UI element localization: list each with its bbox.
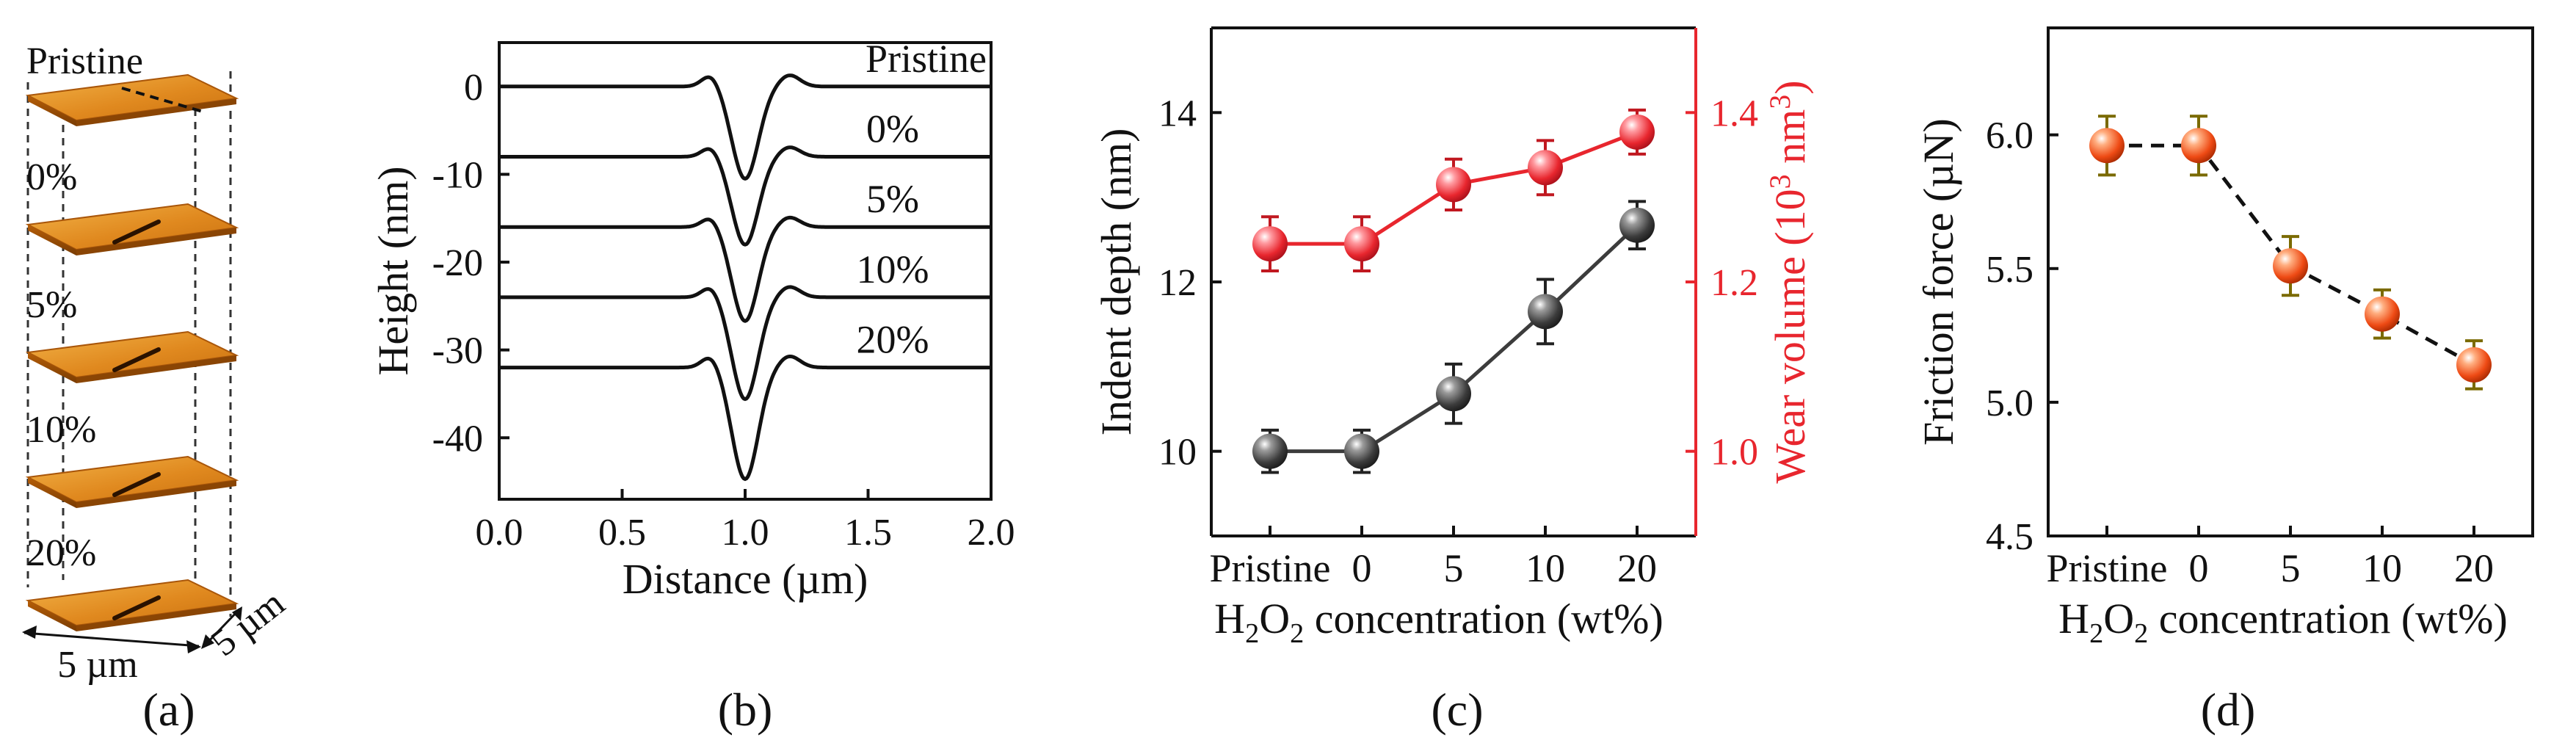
y-right-tick-label: 1.4	[1710, 93, 1758, 134]
afm-layer-label: 20%	[26, 532, 96, 574]
y-tick-label: 0	[464, 67, 483, 109]
x-axis-label: H2O2 concentration (wt%)	[2058, 595, 2508, 649]
friction-point	[2456, 347, 2492, 383]
afm-surface-edge	[28, 601, 76, 631]
x-tick-label: 20	[1617, 546, 1657, 590]
scale-bar-x	[23, 631, 200, 648]
afm-layer-label: 10%	[26, 409, 96, 451]
y-right-tick-label: 1.0	[1710, 432, 1758, 474]
y-right-axis-label: Wear volume (103 nm3)	[1763, 80, 1814, 483]
indent-depth-point	[1252, 433, 1288, 469]
series-label: Pristine	[866, 37, 987, 81]
x-tick-label: 20	[2454, 546, 2494, 590]
x-axis-label: H2O2 concentration (wt%)	[1214, 595, 1663, 649]
afm-layer-label: 0%	[26, 156, 77, 198]
indent-depth-point	[1344, 433, 1379, 469]
x-tick-label: 0.5	[598, 512, 646, 554]
y-tick-label: 5.0	[1986, 383, 2033, 424]
friction-point	[2273, 248, 2308, 284]
wear-groove	[112, 472, 161, 497]
y-tick-label: -20	[432, 242, 483, 284]
panel-d-friction-chart: Pristine 0 5 10 20 4.5 5.0 5.5 6.0 H2O2 concentra…	[1915, 26, 2534, 649]
afm-surface-edge	[76, 480, 236, 508]
profile-line-1	[499, 145, 991, 247]
y-tick-label: 4.5	[1986, 516, 2033, 558]
y-tick-label: 10	[1158, 432, 1197, 474]
wear-volume-point	[1528, 150, 1563, 186]
y-tick-label: 6.0	[1986, 115, 2033, 157]
wear-volume-point	[1344, 226, 1379, 262]
indent-depth-point	[1436, 376, 1471, 412]
y-tick-label: 5.5	[1986, 249, 2033, 291]
indent-depth-point	[1619, 207, 1655, 243]
y-tick-label: -40	[432, 418, 483, 460]
series-label: 0%	[866, 107, 919, 151]
y-tick-label: -30	[432, 330, 483, 372]
friction-point	[2181, 128, 2216, 164]
panel-c-indent-wear-chart: Pristine 0 5 10 20 10 12 14 1.0 1.2 1.4 H2O2 concen…	[1092, 26, 1814, 649]
x-tick-label: Pristine	[2046, 546, 2167, 590]
series-label: 10%	[857, 247, 929, 291]
afm-surface-edge	[76, 355, 236, 383]
scale-arrow	[201, 634, 214, 649]
afm-surface-edge	[76, 98, 236, 126]
afm-surface-edge	[28, 352, 76, 383]
wear-groove	[112, 220, 161, 244]
friction-point	[2089, 128, 2125, 164]
afm-surface-edge	[28, 477, 76, 508]
x-tick-label: 1.0	[722, 512, 769, 554]
x-tick-label: 0.0	[476, 512, 523, 554]
scale-label-x: 5 µm	[57, 644, 137, 686]
profile-line-4	[499, 355, 991, 482]
afm-surface-edge	[76, 228, 236, 255]
y-axis-label: Friction force (µN)	[1915, 118, 1962, 446]
scale-arrow	[186, 640, 201, 653]
x-tick-label: 2.0	[968, 512, 1015, 554]
panel-label-d: (d)	[2201, 684, 2256, 736]
wear-volume-point	[1436, 167, 1471, 203]
x-tick-label: 0	[2189, 546, 2209, 590]
scale-arrow	[232, 606, 242, 621]
afm-layer-label: 5%	[26, 284, 77, 326]
profile-line-0	[499, 73, 991, 181]
indent-depth-point	[1528, 294, 1563, 330]
wear-volume-point	[1619, 114, 1655, 150]
series-label: 5%	[866, 177, 919, 221]
y-tick-label: -10	[432, 154, 483, 196]
x-tick-label: 5	[2281, 546, 2301, 590]
wear-groove	[112, 347, 161, 372]
x-tick-label: Pristine	[1209, 546, 1330, 590]
x-tick-label: 10	[2362, 546, 2402, 590]
profile-line-3	[499, 285, 991, 402]
panel-b-height-profiles: 0.0 0.5 1.0 1.5 2.0 0 -10 -20 -30 -40 Distance (µm…	[369, 37, 1015, 603]
afm-surface-edge	[28, 95, 76, 126]
afm-layer-label: Pristine	[26, 40, 143, 82]
x-tick-label: 5	[1444, 546, 1464, 590]
panel-label-a: (a)	[142, 684, 195, 736]
profile-line-2	[499, 215, 991, 323]
x-axis-label: Distance (µm)	[623, 555, 868, 603]
x-tick-label: 0	[1352, 546, 1372, 590]
afm-surface-edge	[28, 225, 76, 255]
y-axis-label: Indent depth (nm)	[1092, 128, 1140, 436]
panel-label-c: (c)	[1431, 684, 1483, 736]
friction-point	[2365, 296, 2400, 332]
y-axis-label: Height (nm)	[369, 166, 417, 375]
afm-surface-edge	[76, 604, 236, 631]
y-tick-label: 14	[1158, 93, 1197, 134]
y-right-tick-label: 1.2	[1710, 262, 1758, 304]
x-tick-label: 1.5	[844, 512, 892, 554]
wear-volume-point	[1252, 226, 1288, 262]
series-label: 20%	[857, 318, 929, 362]
y-tick-label: 12	[1158, 262, 1197, 304]
panel-label-b: (b)	[718, 684, 773, 736]
wear-groove	[112, 595, 161, 620]
scale-arrow	[22, 626, 37, 639]
x-tick-label: 10	[1525, 546, 1565, 590]
